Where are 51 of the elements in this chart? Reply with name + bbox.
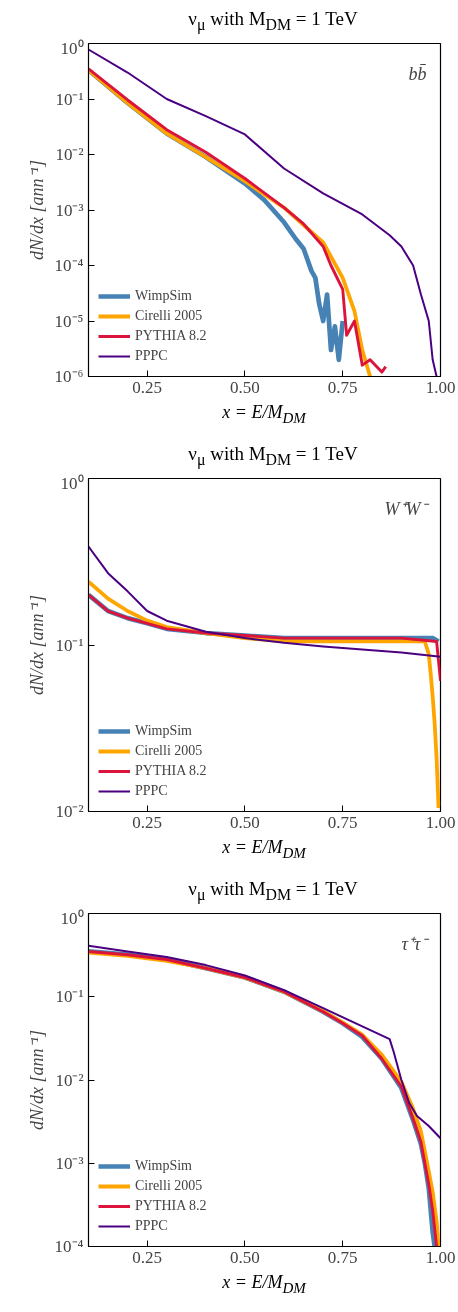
annotation: τ⁺τ⁻	[401, 933, 430, 954]
chart-title: ν$_{μ}$ with M$_{DM}$ = 1 TeV	[188, 877, 358, 906]
legend-label: PPPC	[135, 1218, 168, 1234]
x-tick-label: 0.50	[230, 1247, 260, 1267]
y-tick-label: 10⁻²	[55, 1070, 84, 1090]
annotation: bb̄	[408, 63, 427, 84]
x-tick-label: 0.75	[327, 812, 358, 832]
legend-label: WimpSim	[135, 288, 192, 304]
x-tick-label: 1.00	[425, 812, 456, 832]
x-tick-label: 0.25	[132, 1247, 163, 1267]
x-tick-label: 0.25	[132, 812, 163, 832]
x-tick-label: 1.00	[425, 1247, 456, 1267]
y-tick-label: 10⁰	[60, 38, 84, 58]
y-tick-label: 10⁻²	[55, 802, 84, 821]
legend-label: PPPC	[135, 348, 168, 364]
legend-label: WimpSim	[135, 1158, 192, 1174]
y-tick-label: 10⁻⁴	[54, 1237, 84, 1256]
x-tick-label: 0.50	[230, 377, 260, 397]
legend-label: Cirelli 2005	[135, 1178, 203, 1194]
y-tick-label: 10⁻³	[55, 1153, 84, 1173]
legend-label: PYTHIA 8.2	[135, 763, 207, 779]
x-axis-title: x = E/M$_{DM}$	[222, 401, 306, 428]
y-axis-title: dN/dx [ann⁻¹]	[26, 160, 47, 260]
legend-label: PYTHIA 8.2	[135, 328, 207, 344]
y-tick-label: 10⁻⁴	[54, 256, 84, 275]
y-tick-label: 10⁻⁵	[54, 311, 84, 331]
legend-label: PYTHIA 8.2	[135, 1198, 207, 1214]
legend-label: Cirelli 2005	[135, 743, 203, 759]
y-tick-label: 10⁻¹	[55, 89, 84, 109]
y-tick-label: 10⁻¹	[55, 635, 84, 655]
y-axis-title: dN/dx [ann⁻¹]	[26, 1030, 47, 1130]
y-tick-label: 10⁻⁶	[54, 367, 84, 386]
legend-label: Cirelli 2005	[135, 308, 203, 324]
x-axis-title: x = E/M$_{DM}$	[222, 836, 306, 863]
annotation: W⁺W⁻	[384, 498, 430, 519]
legend-label: PPPC	[135, 783, 168, 799]
y-tick-label: 10⁻²	[55, 145, 84, 164]
y-tick-label: 10⁻¹	[55, 987, 84, 1007]
y-tick-label: 10⁰	[60, 908, 84, 928]
chart-title: ν$_{μ}$ with M$_{DM}$ = 1 TeV	[188, 7, 358, 36]
x-tick-label: 0.75	[327, 377, 358, 397]
y-tick-label: 10⁰	[60, 473, 84, 493]
x-tick-label: 0.25	[132, 377, 163, 397]
x-tick-label: 1.00	[425, 377, 456, 397]
y-axis-title: dN/dx [ann⁻¹]	[27, 595, 48, 695]
chart-title: ν$_{μ}$ with M$_{DM}$ = 1 TeV	[188, 442, 358, 471]
x-tick-label: 0.75	[327, 1247, 358, 1267]
x-axis-title: x = E/M$_{DM}$	[222, 1271, 306, 1298]
y-tick-label: 10⁻³	[55, 200, 84, 220]
legend-label: WimpSim	[135, 723, 192, 739]
x-tick-label: 0.50	[230, 812, 260, 832]
